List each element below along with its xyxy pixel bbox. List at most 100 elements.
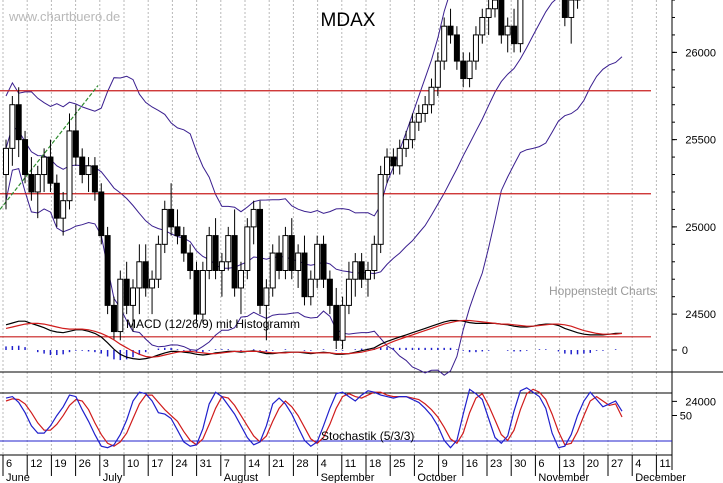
candle-body <box>3 147 9 176</box>
candle-body <box>117 278 124 333</box>
x-tick-label: 30 <box>514 458 526 470</box>
trendline-segment <box>0 85 99 210</box>
source-label: Hoppenstedt Charts <box>549 284 656 298</box>
month-label: October <box>417 472 456 483</box>
candle-body <box>441 25 448 62</box>
candle-body <box>123 278 130 306</box>
candle-body <box>390 156 397 167</box>
month-label: June <box>6 472 30 483</box>
x-tick-label: 17 <box>151 458 163 470</box>
candle-body <box>180 235 187 254</box>
candle-body <box>568 0 575 18</box>
x-tick-label: 6 <box>6 458 12 470</box>
stoch-y-tick-label: 50 <box>680 411 692 423</box>
candle-body <box>168 208 175 228</box>
candle-body <box>199 270 206 315</box>
stoch-d-line <box>5 388 623 447</box>
x-tick-label: 9 <box>442 458 448 470</box>
month-label: November <box>538 472 589 483</box>
x-tick-label: 23 <box>490 458 502 470</box>
x-tick-label: 19 <box>54 458 66 470</box>
bollinger-bands <box>5 0 623 376</box>
x-tick-label: 26 <box>79 458 91 470</box>
candle-body <box>371 243 378 271</box>
x-tick-label: 16 <box>466 458 478 470</box>
x-tick-label: 10 <box>127 458 139 470</box>
candle-body <box>491 0 498 10</box>
x-tick-label: 2 <box>417 458 423 470</box>
month-label: July <box>103 472 123 483</box>
price-y-axis: 24000245002500025500260002650027000 <box>672 0 716 408</box>
candle-body <box>193 270 200 315</box>
candle-body <box>409 121 416 141</box>
x-tick-label: 4 <box>635 458 641 470</box>
candle-body <box>453 34 460 62</box>
candle-body <box>263 287 270 306</box>
candle-body <box>231 235 238 289</box>
candle-body <box>307 278 314 298</box>
x-tick-label: 21 <box>272 458 284 470</box>
x-tick-label: 20 <box>587 458 599 470</box>
x-tick-label: 7 <box>224 458 230 470</box>
candle-body <box>345 278 352 306</box>
candle-body <box>244 226 251 271</box>
candle-body <box>79 156 86 176</box>
candle-body <box>98 191 105 237</box>
x-axis: 6 12 19 26 3 10 17 24 31 7 14 21 28 4 11 18 25 2 9 16 23 30 6 1… <box>2 455 686 483</box>
candle-body <box>60 200 67 219</box>
candle-body <box>66 130 73 202</box>
candle-body <box>384 156 391 176</box>
x-tick-label: 6 <box>538 458 544 470</box>
candle-body <box>91 165 98 193</box>
candle-body <box>282 235 289 272</box>
candle-body <box>155 243 162 280</box>
y-tick-label: 24500 <box>685 309 716 321</box>
x-tick-label: 11 <box>345 458 356 470</box>
candle-body <box>53 182 60 219</box>
x-tick-label: 28 <box>296 458 308 470</box>
candle-body <box>377 174 384 245</box>
candle-body <box>269 252 276 289</box>
candle-body <box>511 25 518 45</box>
candle-body <box>136 261 143 289</box>
candle-body <box>460 60 467 80</box>
candle-body <box>174 226 181 237</box>
x-tick-label: 18 <box>369 458 381 470</box>
candle-body <box>434 60 441 88</box>
candle-body <box>364 270 371 280</box>
candle-body <box>85 165 92 176</box>
month-label: September <box>321 472 375 483</box>
stochastic-y-axis: 50 <box>672 411 692 423</box>
candlesticks <box>3 0 581 350</box>
candle-body <box>498 0 505 36</box>
candle-body <box>517 0 524 45</box>
candle-body <box>142 261 149 289</box>
candle-body <box>47 156 54 184</box>
panel-frames <box>0 0 723 470</box>
candle-body <box>415 112 422 123</box>
macd-label: MACD (12/26/9) mit Histogramm <box>126 317 300 331</box>
candle-body <box>485 8 492 18</box>
candle-body <box>225 235 232 263</box>
candle-body <box>28 174 35 193</box>
x-tick-label: 25 <box>393 458 405 470</box>
candle-body <box>104 235 111 306</box>
watermark: www.chartbuero.de <box>8 9 120 24</box>
signal-line <box>5 319 623 358</box>
candle-body <box>206 235 213 272</box>
y-tick-label: 26000 <box>685 47 716 59</box>
candle-body <box>212 235 219 272</box>
candle-body <box>326 278 333 306</box>
candle-body <box>9 104 16 149</box>
candle-body <box>34 174 41 193</box>
candle-body <box>403 139 410 149</box>
candle-body <box>466 60 473 80</box>
candle-body <box>218 261 225 271</box>
macd-lines <box>5 319 623 361</box>
bollinger-middle <box>5 0 556 275</box>
x-tick-label: 4 <box>321 458 327 470</box>
macd-histogram <box>5 345 617 361</box>
candle-body <box>472 34 479 62</box>
candle-body <box>41 156 48 176</box>
